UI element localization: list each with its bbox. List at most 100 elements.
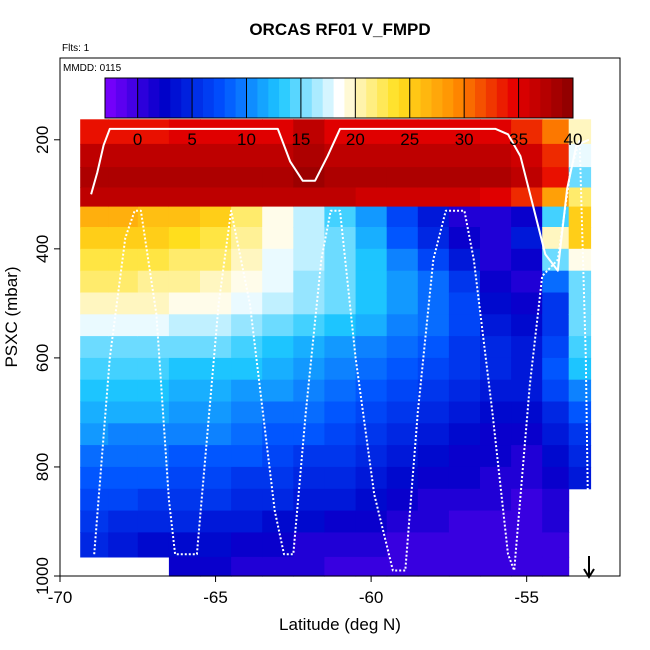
heatmap-cell (324, 532, 357, 558)
heatmap-cell (200, 532, 232, 558)
heatmap-cell (137, 314, 170, 337)
heatmap-cell (108, 357, 139, 381)
heatmap-cell (542, 119, 570, 145)
heatmap-cell (511, 248, 543, 272)
heatmap-cell (200, 206, 232, 228)
heatmap-cell (542, 556, 570, 577)
x-tick-label: -55 (514, 588, 539, 607)
heatmap-cell (568, 401, 592, 424)
heatmap-cell (80, 167, 109, 189)
heatmap-cell (80, 401, 109, 424)
heatmap-cell (324, 248, 357, 272)
heatmap-cell (108, 187, 139, 208)
colorbar-swatch (562, 78, 574, 118)
heatmap-cell (448, 336, 481, 359)
heatmap-cell (168, 119, 201, 145)
heatmap-cell (511, 187, 543, 208)
colorbar-swatch (442, 78, 454, 118)
colorbar-swatch (344, 78, 356, 118)
heatmap (80, 119, 592, 577)
heatmap-cell (511, 336, 543, 359)
colorbar-swatch (257, 78, 269, 118)
heatmap-cell (231, 227, 263, 250)
colorbar-swatch (203, 78, 215, 118)
heatmap-cell (324, 227, 357, 250)
heatmap-cell (568, 466, 592, 490)
heatmap-cell (80, 466, 109, 490)
heatmap-cell (568, 270, 592, 294)
heatmap-cell (542, 167, 570, 189)
heatmap-cell (168, 466, 201, 490)
heatmap-cell (417, 167, 450, 189)
heatmap-cell (511, 119, 543, 145)
plot-frame (59, 57, 621, 577)
heatmap-cell (324, 401, 357, 424)
heatmap-cell (386, 401, 419, 424)
heatmap-cell (417, 401, 450, 424)
heatmap-cell (137, 488, 170, 512)
heatmap-cell (480, 357, 512, 381)
heatmap-cell (417, 488, 450, 512)
colorbar-swatch (126, 78, 139, 118)
heatmap-cell (511, 292, 543, 315)
heatmap-cell (417, 466, 450, 490)
heatmap-cell (324, 466, 357, 490)
heatmap-cell (355, 466, 388, 490)
x-tick-label: -60 (359, 588, 384, 607)
heatmap-cell (293, 206, 325, 228)
heatmap-cell (355, 423, 388, 446)
heatmap-cell (137, 119, 170, 145)
heatmap-cell (417, 556, 450, 577)
heatmap-cell (568, 187, 592, 208)
colorbar-tick-label: 30 (455, 130, 474, 149)
heatmap-cell (511, 510, 543, 533)
heatmap-cell (480, 119, 512, 145)
heatmap-cell (511, 167, 543, 189)
heatmap-cell (386, 270, 419, 294)
heatmap-cell (108, 227, 139, 250)
colorbar-swatch (105, 78, 117, 118)
heatmap-cell (80, 143, 109, 168)
heatmap-cell (448, 488, 481, 512)
heatmap-cell (324, 314, 357, 337)
heatmap-cell (542, 270, 570, 294)
heatmap-cell (480, 445, 512, 468)
heatmap-cell (262, 336, 294, 359)
heatmap-cell (293, 488, 325, 512)
heatmap-cell (108, 379, 139, 403)
heatmap-cell (80, 445, 109, 468)
heatmap-cell (168, 556, 201, 577)
y-axis: 200 400 600 800 1000 (33, 126, 60, 595)
flight-track-lower (93, 138, 590, 572)
colorbar-swatch (475, 78, 487, 118)
heatmap-cell (108, 314, 139, 337)
colorbar-swatch (540, 78, 552, 118)
heatmap-cell (293, 270, 325, 294)
heatmap-cell (231, 143, 263, 168)
heatmap-cell (448, 292, 481, 315)
heatmap-cell (200, 227, 232, 250)
heatmap-cell (568, 206, 592, 228)
colorbar-tick-label: 20 (346, 130, 365, 149)
heatmap-cell (262, 227, 294, 250)
heatmap-cell (137, 445, 170, 468)
heatmap-cell (448, 401, 481, 424)
colorbar-swatch (485, 78, 498, 118)
heatmap-cell (80, 510, 109, 533)
heatmap-cell (448, 143, 481, 168)
heatmap-cell (200, 466, 232, 490)
heatmap-cell (386, 143, 419, 168)
heatmap-cell (137, 379, 170, 403)
heatmap-cell (262, 292, 294, 315)
heatmap-cell (231, 336, 263, 359)
heatmap-cell (568, 292, 592, 315)
colorbar: 0 5 10 15 20 25 30 35 40 (104, 77, 582, 149)
heatmap-cell (137, 510, 170, 533)
heatmap-cell (137, 357, 170, 381)
heatmap-cell (293, 466, 325, 490)
heatmap-cell (355, 556, 388, 577)
heatmap-cell (293, 336, 325, 359)
colorbar-swatch (518, 78, 530, 118)
y-tick-label: 400 (33, 235, 52, 263)
heatmap-cell (293, 532, 325, 558)
